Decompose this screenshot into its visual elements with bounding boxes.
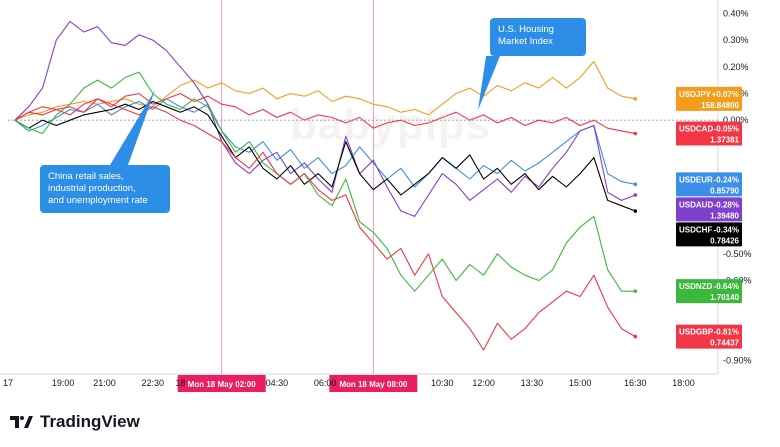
legend-price: 158.84800 <box>701 101 739 110</box>
x-tick-label: 13:30 <box>521 378 544 388</box>
legend-series-name: USDCAD <box>679 125 713 134</box>
y-tick-label: 0.20% <box>723 62 749 72</box>
legend-price: 1.39480 <box>710 211 739 220</box>
series-end-point <box>633 193 638 197</box>
legend-tag-bg <box>676 172 742 197</box>
session-marker-label: Mon 18 May 08:00 <box>339 380 408 389</box>
china-annotation-pointer <box>110 90 155 165</box>
series-line-usdeur <box>14 98 636 188</box>
y-tick-label: 0.00% <box>723 115 749 125</box>
session-marker-label: Mon 18 May 02:00 <box>188 380 257 389</box>
legend-tag-bg <box>676 197 742 222</box>
legend-tag-usdnzd: USDNZD -0.64% 1.70140 <box>676 279 742 304</box>
x-tick-label: 10:30 <box>431 378 454 388</box>
china-data-annotation: China retail sales, industrial productio… <box>40 165 170 213</box>
us-housing-annotation: U.S. Housing Market Index <box>490 18 586 56</box>
y-tick-label: 0.40% <box>723 8 749 18</box>
x-tick-label: 22:30 <box>141 378 164 388</box>
annotation-line: U.S. Housing <box>498 24 554 35</box>
x-tick-label: 12:00 <box>472 378 495 388</box>
legend-tag-usdaud: USDAUD -0.28% 1.39480 <box>676 197 742 222</box>
legend-series-name: USDJPY <box>679 90 712 99</box>
annotation-line: industrial production, <box>48 183 136 194</box>
x-tick-label: 19:00 <box>52 378 75 388</box>
legend-series-name: USDCHF <box>679 225 712 234</box>
legend-tag-bg <box>676 222 742 247</box>
legend-change: -0.24% <box>714 175 739 184</box>
legend-tag-usdcad: USDCAD -0.05% 1.37381 <box>676 121 742 146</box>
session-marker-tag <box>177 375 266 392</box>
legend-change: -0.28% <box>714 200 739 209</box>
series-end-point <box>633 209 638 213</box>
legend-price: 0.85790 <box>710 186 739 195</box>
x-tick-label: 18:00 <box>672 378 695 388</box>
y-tick-label: 0.30% <box>723 35 749 45</box>
y-tick-label: -0.90% <box>723 356 752 366</box>
series-line-usdgbp <box>14 98 636 351</box>
legend-tag-bg <box>676 86 742 111</box>
series-end-point <box>633 131 638 136</box>
x-tick-label: 17 <box>3 378 13 388</box>
legend-change: +0.07% <box>712 90 739 99</box>
legend-series-name: USDAUD <box>679 200 713 209</box>
tradingview-brand[interactable]: TradingView <box>10 412 140 432</box>
legend-price: 1.70140 <box>710 293 739 302</box>
series-end-point <box>633 289 638 293</box>
legend-price: 0.78426 <box>710 236 739 245</box>
legend-price: 0.74437 <box>710 339 739 348</box>
series-line-usdnzd <box>14 71 636 292</box>
series-line-usdjpy <box>14 60 636 121</box>
legend-tag-bg <box>676 121 742 146</box>
legend-price: 1.37381 <box>710 136 739 145</box>
legend-series-name: USDEUR <box>679 175 713 184</box>
series-end-point <box>633 97 638 101</box>
y-tick-label: -0.50% <box>723 249 752 259</box>
legend-tag-usdjpy: USDJPY +0.07% 158.84800 <box>676 86 742 111</box>
legend-series-name: USDGBP <box>679 328 714 337</box>
x-tick-label: 04:30 <box>266 378 289 388</box>
legend-tag-usdchf: USDCHF -0.34% 0.78426 <box>676 222 742 247</box>
brand-name: TradingView <box>40 412 140 431</box>
legend-tag-usdeur: USDEUR -0.24% 0.85790 <box>676 172 742 197</box>
legend-tag-usdgbp: USDGBP -0.81% 0.74437 <box>676 324 742 349</box>
legend-change: -0.81% <box>714 328 739 337</box>
legend-change: -0.34% <box>714 225 739 234</box>
watermark: babypips <box>290 100 492 149</box>
annotation-line: Market Index <box>498 36 553 47</box>
session-marker-tag <box>329 375 418 392</box>
series-end-point <box>633 334 638 339</box>
annotation-line: China retail sales, <box>48 171 124 182</box>
legend-tag-bg <box>676 324 742 349</box>
legend-change: -0.64% <box>714 282 739 291</box>
x-tick-label: 16:30 <box>624 378 647 388</box>
series-end-point <box>633 182 638 187</box>
legend-series-name: USDNZD <box>679 282 713 291</box>
x-tick-label: 06:00 <box>314 378 337 388</box>
series-line-usdcad <box>14 92 636 135</box>
us-housing-annotation-pointer <box>478 56 500 110</box>
x-tick-label: 21:00 <box>93 378 116 388</box>
x-tick-label: 18 <box>175 378 185 388</box>
x-tick-label: 15:00 <box>569 378 592 388</box>
tradingview-logo-icon <box>10 416 33 428</box>
legend-change: -0.05% <box>714 125 739 134</box>
legend-tag-bg <box>676 279 742 304</box>
annotation-line: and unemployment rate <box>48 195 148 206</box>
